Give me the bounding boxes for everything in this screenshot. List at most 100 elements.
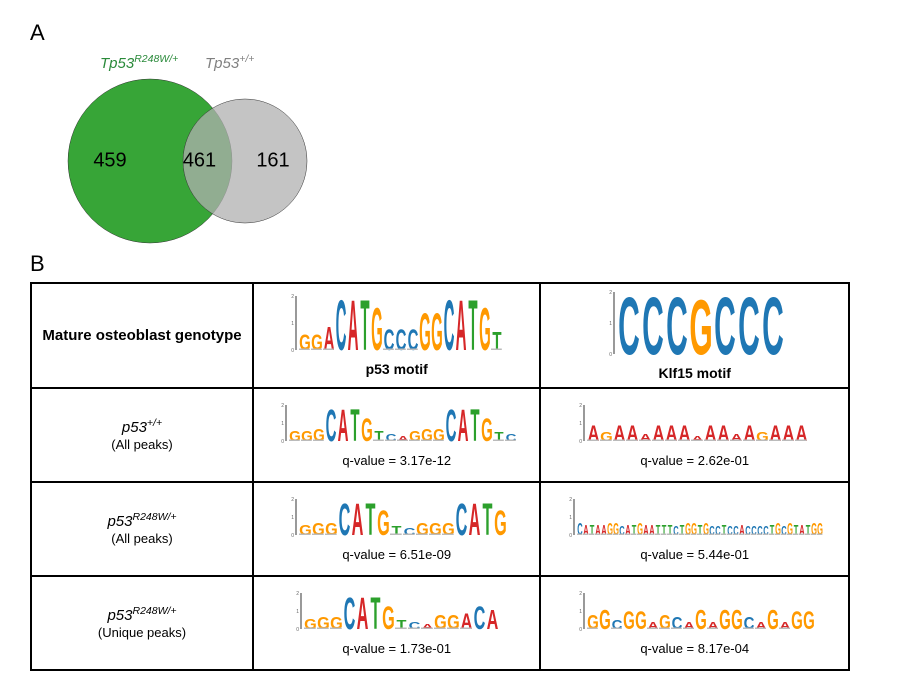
svg-text:T: T bbox=[370, 591, 380, 633]
svg-text:G: G bbox=[731, 604, 743, 633]
svg-text:A: A bbox=[743, 421, 755, 444]
svg-text:C: C bbox=[709, 525, 715, 538]
svg-text:0: 0 bbox=[291, 533, 294, 539]
svg-text:A: A bbox=[397, 434, 408, 443]
svg-text:0: 0 bbox=[579, 627, 582, 633]
q-value: q-value = 2.62e-01 bbox=[551, 453, 838, 468]
table-row: p53R248W/+(All peaks)012GGGCATGTCGGGCATG… bbox=[31, 482, 849, 576]
svg-text:C: C bbox=[473, 601, 485, 633]
svg-text:0: 0 bbox=[609, 352, 612, 358]
svg-text:C: C bbox=[335, 294, 346, 354]
svg-text:C: C bbox=[325, 403, 336, 445]
svg-text:G: G bbox=[431, 304, 443, 354]
sequence-logo: 012GGGCATGTCAGGGCATGTC bbox=[272, 403, 522, 445]
svg-text:G: G bbox=[304, 616, 317, 632]
svg-text:2: 2 bbox=[569, 497, 572, 503]
svg-text:G: G bbox=[421, 425, 433, 444]
svg-text:C: C bbox=[343, 591, 355, 633]
svg-text:A: A bbox=[351, 497, 363, 539]
svg-text:A: A bbox=[486, 604, 498, 632]
q-value: q-value = 8.17e-04 bbox=[551, 641, 838, 656]
svg-text:T: T bbox=[396, 618, 406, 632]
svg-text:A: A bbox=[755, 619, 766, 631]
svg-text:G: G bbox=[635, 607, 647, 633]
svg-text:C: C bbox=[611, 618, 622, 632]
sequence-logo: 012GGGCATGTCGGGCATG bbox=[282, 497, 512, 539]
svg-text:T: T bbox=[494, 430, 504, 444]
svg-text:A: A bbox=[595, 521, 601, 539]
svg-text:A: A bbox=[583, 521, 589, 539]
svg-text:G: G bbox=[623, 607, 635, 633]
klf15-motif-cell: 012CATAAGGCATGAATTTCTGGTGCCTCCACCCCTGCGT… bbox=[540, 482, 849, 576]
svg-text:G: G bbox=[317, 613, 330, 633]
svg-text:T: T bbox=[391, 524, 401, 538]
svg-text:A: A bbox=[468, 497, 480, 539]
svg-text:G: G bbox=[659, 610, 671, 632]
svg-text:0: 0 bbox=[296, 627, 299, 633]
svg-text:A: A bbox=[421, 622, 433, 630]
svg-text:G: G bbox=[382, 601, 395, 633]
header-p53-motif-cell: 012GGACATGCCCGGCATGT p53 motif bbox=[253, 283, 540, 388]
svg-text:A: A bbox=[799, 521, 805, 539]
svg-text:T: T bbox=[350, 403, 359, 445]
svg-text:G: G bbox=[330, 613, 343, 633]
q-value: q-value = 1.73e-01 bbox=[264, 641, 529, 656]
panel-b: B Mature osteoblast genotype 012GGACATGC… bbox=[30, 251, 870, 671]
row-genotype-label: p53+/+(All peaks) bbox=[31, 388, 253, 482]
svg-text:1: 1 bbox=[291, 515, 294, 521]
venn-svg: 459461161 bbox=[40, 71, 340, 251]
header-klf15-motif-cell: 012CCCGCCC Klf15 motif bbox=[540, 283, 849, 388]
svg-text:2: 2 bbox=[579, 403, 582, 409]
svg-text:T: T bbox=[374, 428, 383, 445]
svg-text:G: G bbox=[600, 430, 613, 444]
svg-text:G: G bbox=[299, 522, 312, 538]
svg-text:C: C bbox=[338, 497, 350, 539]
svg-text:G: G bbox=[685, 519, 691, 538]
klf15-motif-caption: Klf15 motif bbox=[551, 365, 838, 381]
sequence-logo: 012GGGCATGTCAGGACA bbox=[287, 591, 507, 633]
svg-text:G: G bbox=[803, 607, 815, 633]
svg-text:A: A bbox=[691, 434, 703, 442]
panel-a: A Tp53R248W/+ Tp53+/+ 459461161 bbox=[30, 20, 870, 251]
svg-text:A: A bbox=[782, 421, 794, 444]
svg-text:G: G bbox=[479, 296, 491, 354]
svg-text:G: G bbox=[289, 428, 301, 445]
svg-text:2: 2 bbox=[296, 591, 299, 597]
svg-text:G: G bbox=[442, 519, 455, 539]
svg-text:A: A bbox=[704, 421, 716, 444]
p53-motif-cell: 012GGGCATGTCAGGGCATGTCq-value = 3.17e-12 bbox=[253, 388, 540, 482]
svg-text:G: G bbox=[299, 331, 311, 354]
svg-text:1: 1 bbox=[296, 609, 299, 615]
svg-text:C: C bbox=[733, 525, 739, 538]
svg-text:G: G bbox=[311, 331, 323, 354]
svg-text:G: G bbox=[481, 412, 493, 444]
svg-text:T: T bbox=[667, 521, 672, 539]
svg-text:C: C bbox=[751, 525, 757, 538]
svg-text:0: 0 bbox=[281, 439, 284, 445]
svg-text:T: T bbox=[470, 403, 479, 445]
svg-text:C: C bbox=[619, 525, 625, 538]
svg-text:C: C bbox=[455, 497, 467, 539]
svg-text:1: 1 bbox=[609, 321, 612, 327]
svg-text:T: T bbox=[793, 521, 798, 539]
svg-text:A: A bbox=[347, 294, 358, 354]
svg-text:C: C bbox=[443, 294, 454, 354]
svg-text:C: C bbox=[715, 525, 721, 538]
svg-text:C: C bbox=[445, 403, 456, 445]
svg-text:G: G bbox=[361, 412, 373, 444]
svg-text:A: A bbox=[649, 521, 655, 539]
svg-text:C: C bbox=[671, 613, 682, 632]
svg-text:A: A bbox=[460, 609, 472, 632]
svg-text:A: A bbox=[639, 432, 651, 443]
svg-text:G: G bbox=[637, 519, 643, 538]
venn-left-genotype-label: Tp53R248W/+ bbox=[100, 53, 178, 72]
svg-text:C: C bbox=[577, 519, 583, 538]
svg-text:G: G bbox=[787, 519, 793, 538]
svg-text:T: T bbox=[721, 521, 726, 539]
svg-text:G: G bbox=[433, 425, 445, 444]
svg-text:G: G bbox=[695, 604, 707, 633]
svg-text:A: A bbox=[647, 619, 658, 631]
p53-motif-cell: 012GGGCATGTCAGGACAq-value = 1.73e-01 bbox=[253, 576, 540, 670]
svg-text:G: G bbox=[703, 519, 709, 538]
svg-text:G: G bbox=[301, 428, 313, 445]
